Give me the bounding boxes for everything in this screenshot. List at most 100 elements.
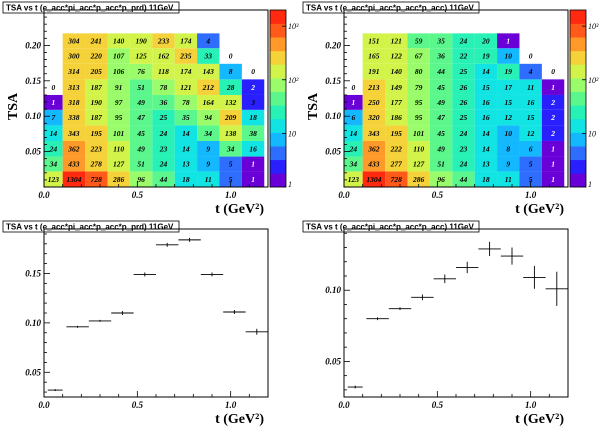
- cell-value: 250: [367, 98, 380, 107]
- cell-value: 25: [459, 67, 468, 76]
- cell-value: 16: [482, 98, 490, 107]
- cell-value: 15: [482, 83, 490, 92]
- heatmap-cell: [197, 48, 220, 64]
- cell-value: 16: [249, 144, 257, 153]
- x-tick-label: 0.5: [432, 190, 444, 200]
- cell-value: 4: [528, 67, 533, 76]
- heatmap-cell: [174, 63, 198, 80]
- cell-value: 1: [551, 83, 555, 92]
- cell-value: 164: [203, 98, 215, 107]
- title-box: [302, 220, 480, 233]
- cell-value: 96: [137, 175, 145, 184]
- heatmap-cell: [497, 63, 520, 80]
- heatmap-cell: [362, 125, 386, 141]
- cell-value: 67: [415, 52, 423, 61]
- cell-value: 1304: [66, 175, 81, 184]
- heatmap-cell: [44, 94, 63, 110]
- cell-value: 132: [225, 98, 237, 107]
- heatmap-cell: [197, 94, 220, 110]
- cell-value: 5: [529, 160, 533, 169]
- cell-value: 94: [205, 113, 213, 122]
- heatmap-cell: [241, 125, 265, 141]
- cell-value: 138: [225, 129, 237, 138]
- cell-value: 95: [115, 113, 123, 122]
- cell-value: 1: [506, 36, 510, 45]
- cell-value: 187: [91, 83, 103, 92]
- heatmap-cell: [197, 140, 220, 157]
- heatmap-cell: [241, 171, 265, 187]
- heatmap-cell: [362, 140, 386, 157]
- heatmap-cell: [541, 79, 565, 95]
- heatmap-cell: [174, 156, 198, 172]
- heatmap-cell: [152, 109, 175, 126]
- colorbar-segment: [570, 105, 586, 120]
- chart-2: TSA vs t (e_acc*pi_acc*p_acc*p_acc) 11Ge…: [302, 1, 599, 217]
- heatmap-cell: [452, 48, 475, 64]
- colorbar-segment: [270, 23, 286, 38]
- cell-value: 314: [67, 67, 80, 76]
- cell-value: 110: [413, 144, 424, 153]
- heatmap-cell: [362, 33, 386, 49]
- colorbar-segment: [570, 10, 586, 24]
- heatmap-cell: [429, 109, 453, 126]
- cell-value: 118: [158, 67, 169, 76]
- heatmap-cell: [519, 94, 542, 110]
- heatmap-cell: [541, 109, 565, 126]
- colorbar-segment: [270, 37, 286, 52]
- colorbar-segment: [270, 91, 286, 106]
- heatmap-cell: [219, 63, 242, 80]
- cell-value: 149: [391, 83, 403, 92]
- heatmap-cell: [344, 125, 363, 141]
- cell-value: 9: [206, 144, 210, 153]
- cell-value: 186: [391, 113, 403, 122]
- heatmap-cell: [129, 33, 153, 49]
- cell-value: 286: [112, 175, 125, 184]
- cell-value: 9: [506, 160, 510, 169]
- cell-value: 1: [551, 144, 555, 153]
- colorbar-segment: [270, 78, 286, 92]
- heatmap-cell: [519, 63, 542, 80]
- colorbar-segment: [270, 173, 286, 188]
- heatmap-cell: [362, 79, 386, 95]
- colorbar-frame: [269, 9, 287, 188]
- cell-value: 24: [349, 144, 358, 153]
- cell-value: 19: [505, 67, 513, 76]
- cell-value: 0: [351, 83, 355, 92]
- colorbar-segment: [570, 173, 586, 188]
- heatmap-cell: [174, 94, 198, 110]
- heatmap-cell: [541, 125, 565, 141]
- cell-value: 101: [413, 129, 424, 138]
- title-box: [302, 1, 480, 14]
- y-tick-label: 0.10: [25, 111, 41, 121]
- heatmap-cell: [174, 48, 198, 64]
- heatmap-cell: [62, 48, 86, 64]
- cell-value: 343: [367, 129, 380, 138]
- heatmap-cell: [62, 63, 86, 80]
- heatmap-cell: [219, 171, 242, 187]
- heatmap-cell: [44, 156, 63, 172]
- heatmap-cell: [497, 94, 520, 110]
- heatmap-cell: [107, 48, 130, 64]
- cell-value: 47: [136, 113, 145, 122]
- heatmap-cell: [429, 171, 453, 187]
- cell-value: 320: [367, 113, 380, 122]
- cell-value: 1: [551, 160, 555, 169]
- cell-value: 79: [415, 83, 423, 92]
- y-tick-label: 0.10: [325, 111, 341, 121]
- cell-value: 9: [206, 160, 210, 169]
- colorbar-segment: [570, 64, 586, 79]
- y-tick-label: 0.15: [25, 268, 41, 278]
- heatmap-cell: [519, 109, 542, 126]
- heatmap-cell: [407, 109, 430, 126]
- heatmap-cell: [241, 79, 265, 95]
- heatmap-cell: [452, 109, 475, 126]
- cell-value: 97: [115, 98, 123, 107]
- colorbar-segment: [270, 159, 286, 174]
- colorbar-segment: [570, 23, 586, 38]
- heatmap-cell: [241, 109, 265, 126]
- cell-value: 33: [204, 52, 213, 61]
- heatmap-cell: [152, 63, 175, 80]
- cell-value: 127: [413, 160, 425, 169]
- heatmap-cell: [174, 33, 198, 49]
- cell-value: 0: [229, 52, 233, 61]
